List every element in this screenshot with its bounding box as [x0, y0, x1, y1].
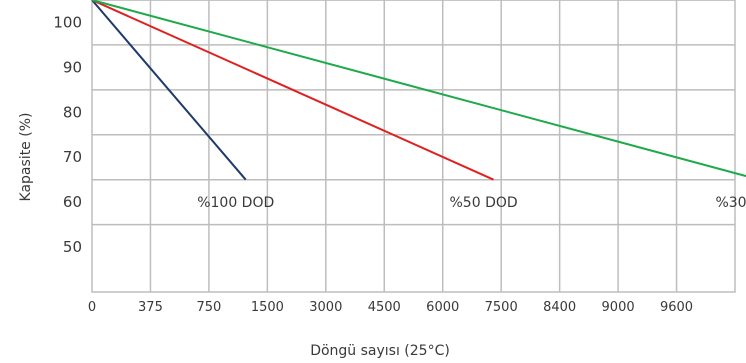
- x-tick-label: 9600: [660, 300, 693, 315]
- x-tick-label: 7500: [485, 300, 518, 315]
- series-labels: %100 DOD %50 DOD %30 DOD: [197, 195, 746, 211]
- series-label: %30 DOD: [715, 195, 746, 211]
- x-tick-label: 3000: [309, 300, 342, 315]
- series-line: [91, 0, 746, 178]
- x-tick-label: 375: [138, 300, 163, 315]
- x-tick-label: 8400: [543, 300, 576, 315]
- y-tick-label: 60: [63, 193, 82, 211]
- y-axis-ticks: 100 90 80 70 60 50: [53, 13, 82, 256]
- x-tick-label: 0: [88, 300, 96, 315]
- x-tick-label: 750: [196, 300, 221, 315]
- x-tick-label: 1500: [251, 300, 284, 315]
- y-tick-label: 50: [63, 238, 82, 256]
- y-tick-label: 70: [63, 148, 82, 166]
- y-tick-label: 100: [53, 13, 82, 31]
- x-axis-label: Döngü sayısı (25°C): [310, 343, 450, 359]
- series-label: %50 DOD: [450, 195, 518, 211]
- series-line: [91, 0, 247, 181]
- series-label: %100 DOD: [197, 195, 274, 211]
- y-tick-label: 90: [63, 58, 82, 76]
- x-tick-label: 9000: [602, 300, 635, 315]
- x-axis-ticks: 0 375 750 1500 3000 4500 6000 7500 8400 9000 9600: [88, 300, 693, 315]
- x-tick-label: 6000: [426, 300, 459, 315]
- series-lines: [91, 0, 746, 181]
- y-tick-label: 80: [63, 103, 82, 121]
- series-line: [91, 0, 494, 181]
- x-tick-label: 4500: [368, 300, 401, 315]
- y-axis-label: Kapasite (%): [18, 113, 34, 202]
